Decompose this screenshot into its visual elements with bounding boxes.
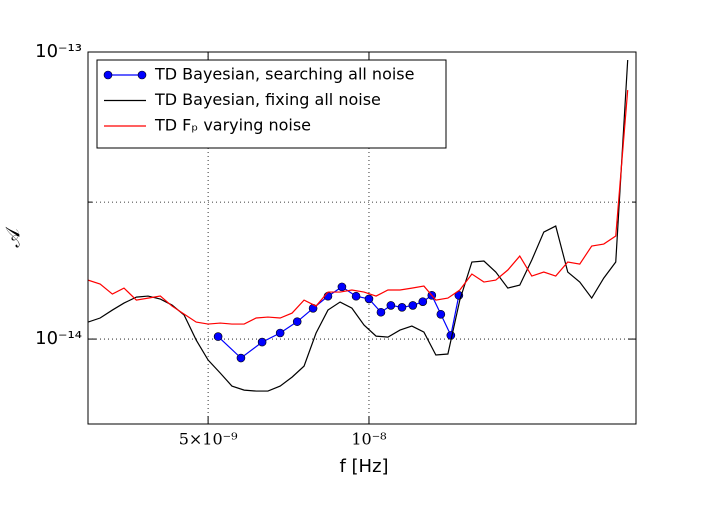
data-point (386, 301, 396, 310)
legend: TD Bayesian, searching all noise TD Bayes… (96, 59, 447, 149)
legend-label: TD Bayesian, searching all noise (154, 65, 414, 84)
data-point (236, 353, 246, 363)
x-axis-label: f [Hz] (339, 456, 388, 477)
data-point (418, 297, 428, 306)
data-point (257, 337, 267, 347)
data-point (337, 282, 347, 292)
x-tick-label: 10⁻⁸ (351, 430, 386, 449)
data-point (292, 317, 302, 326)
y-axis-label: 𝒜 (1, 226, 25, 247)
data-point (213, 332, 223, 341)
legend-box (96, 59, 447, 149)
data-point (397, 303, 407, 312)
plot-area (88, 59, 629, 392)
legend-label: TD Fₚ varying noise (154, 116, 311, 135)
data-point (351, 291, 361, 301)
x-tick-label: 5×10⁻⁹ (179, 430, 238, 449)
series-line (88, 90, 629, 325)
data-point (275, 328, 285, 338)
data-point (436, 309, 446, 319)
y-tick-label: 10⁻¹⁴ (35, 328, 82, 349)
legend-marker (137, 70, 147, 80)
legend-marker (103, 70, 113, 80)
ticks: 5×10⁻⁹ 10⁻⁸ 10⁻¹⁴ 10⁻¹³ (35, 41, 636, 449)
data-point (376, 307, 386, 317)
data-point (408, 301, 418, 310)
legend-label: TD Bayesian, fixing all noise (154, 90, 381, 109)
axes-frame (87, 51, 637, 425)
data-point (364, 294, 374, 304)
y-tick-label: 10⁻¹³ (35, 41, 82, 62)
